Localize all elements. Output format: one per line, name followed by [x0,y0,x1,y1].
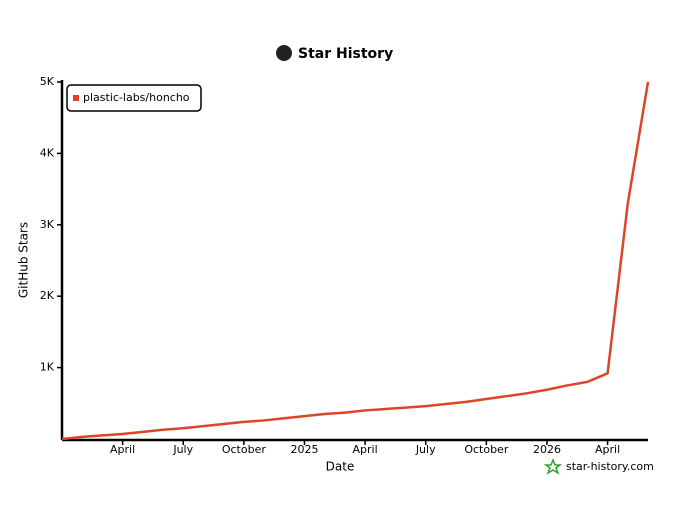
y-tick-label: 3K [40,218,55,231]
x-tick-label: October [222,443,266,456]
y-tick-label: 4K [40,146,55,159]
title-icon [276,45,292,61]
x-tick-label: April [353,443,378,456]
watermark: star-history.com [566,460,654,473]
x-tick-label: July [172,443,193,456]
chart-title: Star History [298,46,393,62]
y-tick-label: 5K [40,75,55,88]
line-series [61,81,650,441]
y-axis-label: GitHub Stars [17,222,31,298]
y-tick-label: 2K [40,289,55,302]
legend-label: plastic-labs/honcho [83,91,190,104]
x-tick-label: April [110,443,135,456]
x-tick-label: 2025 [290,443,318,456]
x-axis-label: Date [326,460,355,474]
x-tick-label: July [415,443,436,456]
x-tick-label: April [595,443,620,456]
watermark-icon [543,457,563,475]
legend-swatch [73,95,79,101]
legend-box [66,84,202,112]
x-tick-label: October [464,443,508,456]
y-tick-label: 1K [40,361,55,374]
x-tick-label: 2026 [533,443,561,456]
